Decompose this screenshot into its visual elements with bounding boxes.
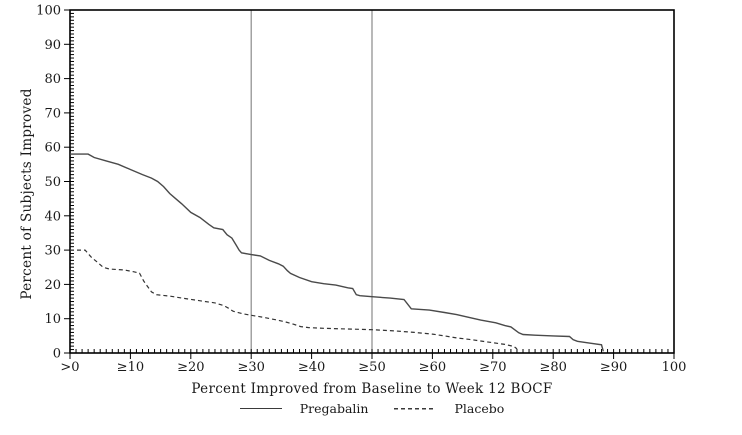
dashed-line-icon <box>394 407 437 410</box>
y-tick-label: 100 <box>36 4 61 19</box>
y-tick-label: 60 <box>44 141 61 156</box>
x-tick-label: ≥60 <box>419 360 446 375</box>
x-tick-label: ≥70 <box>479 360 506 375</box>
series-line-pregabalin <box>70 153 604 352</box>
legend-label-pregabalin: Pregabalin <box>299 401 369 416</box>
solid-line-icon <box>239 408 282 409</box>
y-axis-title: Percent of Subjects Improved <box>19 88 35 300</box>
x-tick-label: ≥30 <box>237 360 264 375</box>
y-tick-label: 20 <box>44 278 61 293</box>
legend-item-placebo: Placebo <box>394 401 504 416</box>
y-tick-label: 0 <box>53 347 61 362</box>
series-line-placebo <box>70 249 518 350</box>
y-tick-label: 10 <box>44 312 61 327</box>
x-tick-label: 100 <box>662 360 687 375</box>
legend-item-pregabalin: Pregabalin <box>239 401 369 416</box>
x-tick-label: ≥10 <box>117 360 144 375</box>
y-tick-label: 50 <box>44 175 61 190</box>
y-tick-label: 40 <box>44 209 61 224</box>
x-tick-label: ≥40 <box>298 360 325 375</box>
x-tick-label: ≥80 <box>539 360 566 375</box>
y-tick-label: 90 <box>44 38 61 53</box>
axis-ticks <box>64 9 675 359</box>
chart-legend: Pregabalin Placebo <box>70 401 674 416</box>
x-tick-label: ≥50 <box>358 360 385 375</box>
reference-lines <box>250 10 373 353</box>
x-tick-label: >0 <box>60 360 79 375</box>
legend-label-placebo: Placebo <box>454 401 505 416</box>
y-tick-label: 70 <box>44 106 61 121</box>
x-axis-title: Percent Improved from Baseline to Week 1… <box>191 381 553 397</box>
y-tick-label: 80 <box>44 72 61 87</box>
y-tick-label: 30 <box>44 244 61 259</box>
y-axis-tick-labels: 0 10 20 30 40 50 60 70 80 90 100 <box>36 4 61 362</box>
x-tick-label: ≥20 <box>177 360 204 375</box>
x-tick-label: ≥90 <box>600 360 627 375</box>
x-axis-tick-labels: >0 ≥10 ≥20 ≥30 ≥40 ≥50 ≥60 ≥70 ≥80 ≥90 100 <box>60 360 686 375</box>
